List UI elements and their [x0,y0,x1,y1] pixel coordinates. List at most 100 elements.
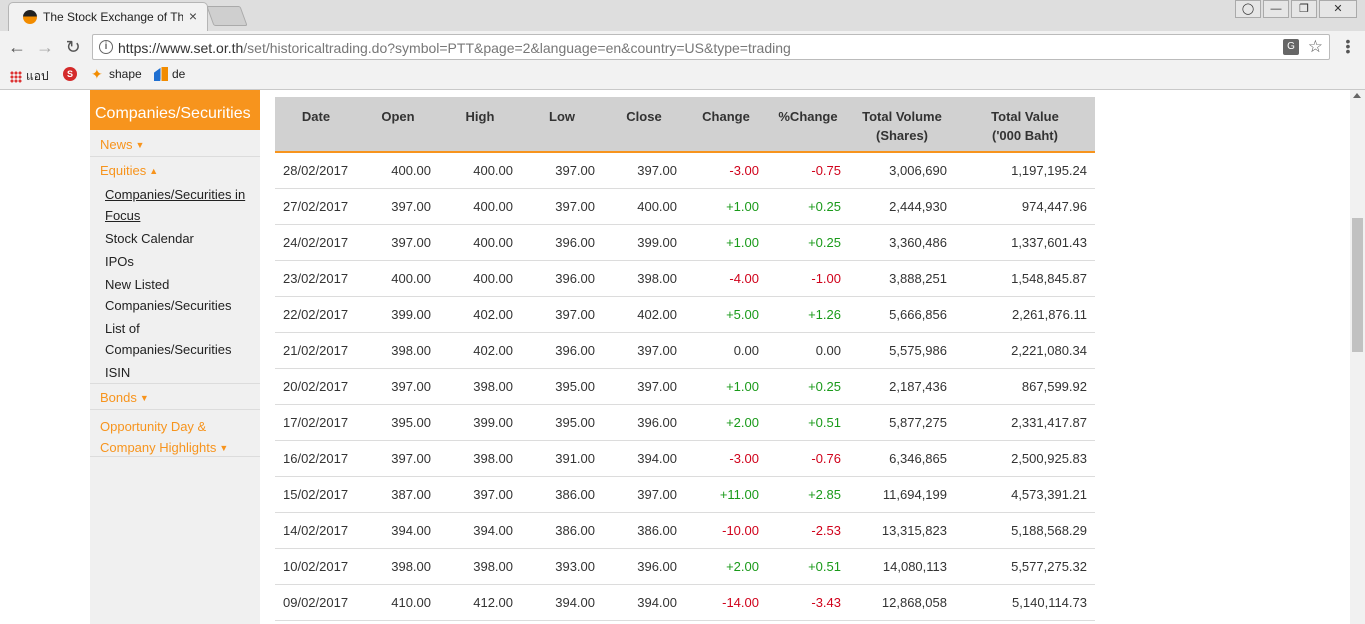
table-row: 23/02/2017 400.00 400.00 396.00 398.00 -4.00-… [275,260,1095,297]
cell-open: 410.00 [357,584,439,621]
cell-low: 397.00 [521,188,603,225]
bookmark-apps[interactable]: แอป [10,67,49,86]
translate-icon[interactable]: G [1283,39,1299,55]
header-value-line2: ('000 Baht) [992,128,1058,143]
back-arrow-icon[interactable]: ← [8,37,26,57]
close-window-icon[interactable]: ✕ [1319,0,1357,18]
restore-icon[interactable]: ❐ [1291,0,1317,18]
cell-date: 27/02/2017 [275,188,357,225]
apps-grid-icon [10,70,22,83]
bookmark-star-icon[interactable]: ☆ [1307,37,1323,56]
de-logo-icon [154,67,168,81]
cell-close: 397.00 [603,152,685,189]
cell-open: 400.00 [357,260,439,297]
browser-tab[interactable]: The Stock Exchange of Thai × [8,2,208,31]
cell-date: 15/02/2017 [275,476,357,513]
cell-total-value: 1,197,195.24 [955,152,1095,189]
chrome-menu-icon[interactable]: • • • [1345,33,1351,59]
divider [90,383,260,384]
s-logo-icon: S [63,67,77,81]
url-path: /set/historicaltrading.do?symbol=PTT&pag… [243,40,791,56]
bookmark-de[interactable]: de [154,67,185,81]
cell-pct-change: +0.25 [767,224,849,261]
cell-total-value: 1,548,845.87 [955,260,1095,297]
minimize-icon[interactable]: — [1263,0,1289,18]
cell-date: 14/02/2017 [275,512,357,549]
cell-high: 400.00 [439,260,521,297]
url-text[interactable]: https://www.set.or.th/set/historicaltrad… [118,40,791,56]
cell-low: 396.00 [521,260,603,297]
sidebar-header[interactable]: Companies/Securities [90,90,260,130]
info-icon[interactable]: i [99,40,113,54]
new-tab-button[interactable] [206,6,248,26]
scrollbar-thumb[interactable] [1352,218,1363,352]
cell-pct-change: -0.75 [767,152,849,189]
sidebar-sub-list-of-companies[interactable]: List of Companies/Securities [105,321,232,357]
cell-date: 10/02/2017 [275,548,357,585]
cell-total-volume: 3,360,486 [849,224,955,261]
tab-close-icon[interactable]: × [188,8,198,24]
cell-low: 396.00 [521,224,603,261]
cell-change: +2.00 [685,404,767,441]
header-value-line1: Total Value [991,109,1059,124]
bookmark-label: de [172,67,186,81]
divider [90,456,260,457]
cell-change: +11.00 [685,476,767,513]
cell-pct-change: +1.26 [767,296,849,333]
window-controls: ◯ — ❐ ✕ [1233,0,1357,18]
sidebar-sub-companies-in-focus[interactable]: Companies/Securities in Focus [105,187,246,223]
cell-change: +1.00 [685,224,767,261]
table-row: 22/02/2017 399.00 402.00 397.00 402.00 +5.00 +… [275,296,1095,333]
cell-high: 400.00 [439,152,521,189]
page-scrollbar[interactable] [1350,90,1365,624]
cell-high: 398.00 [439,368,521,405]
table-row: 09/02/2017 410.00 412.00 394.00 394.00 -14.00… [275,584,1095,621]
cell-close: 397.00 [603,476,685,513]
cell-pct-change: -3.43 [767,584,849,621]
cell-high: 412.00 [439,584,521,621]
cell-high: 394.00 [439,512,521,549]
cell-total-value: 5,188,568.29 [955,512,1095,549]
cell-total-volume: 5,877,275 [849,404,955,441]
cell-total-volume: 2,187,436 [849,368,955,405]
cell-open: 398.00 [357,548,439,585]
bookmark-s[interactable]: S [63,67,77,81]
header-date: Date [275,97,357,153]
tab-title: The Stock Exchange of Thai [43,10,183,24]
cell-total-volume: 3,888,251 [849,260,955,297]
forward-arrow-icon[interactable]: → [36,37,54,57]
header-low: Low [521,97,603,153]
profile-icon[interactable]: ◯ [1235,0,1261,18]
tab-strip: The Stock Exchange of Thai × ◯ — ❐ ✕ [0,0,1365,31]
sidebar-sub-new-listed[interactable]: New Listed Companies/Securities [105,277,232,313]
cell-date: 20/02/2017 [275,368,357,405]
bookmark-shape[interactable]: ✦ shape [91,67,142,81]
cell-total-value: 1,337,601.43 [955,224,1095,261]
cell-pct-change: +2.85 [767,476,849,513]
cell-total-value: 2,500,925.83 [955,440,1095,477]
table-row: 17/02/2017 395.00 399.00 395.00 396.00 +2.00 +… [275,404,1095,441]
sidebar-sub-stock-calendar[interactable]: Stock Calendar [105,231,194,246]
cell-high: 397.00 [439,476,521,513]
address-bar[interactable]: i https://www.set.or.th/set/historicaltr… [92,34,1330,60]
cell-low: 397.00 [521,296,603,333]
sidebar-item-opportunity-day[interactable]: Opportunity Day & Company Highlights ▼ [90,416,230,459]
reload-icon[interactable]: ↻ [65,37,81,57]
chevron-down-icon: ▼ [219,443,229,453]
cell-pct-change: -0.76 [767,440,849,477]
cell-open: 387.00 [357,476,439,513]
table-row: 21/02/2017 398.00 402.00 396.00 397.00 0.00 0.… [275,332,1095,369]
page-content: Companies/Securities News ▼ Equities ▲ Com… [0,90,1350,624]
sidebar-sub-isin[interactable]: ISIN [105,365,131,380]
sidebar-item-equities[interactable]: Equities ▲ [100,163,260,178]
cell-total-volume: 13,315,823 [849,512,955,549]
cell-date: 23/02/2017 [275,260,357,297]
cell-low: 391.00 [521,440,603,477]
cell-open: 397.00 [357,224,439,261]
set-favicon-icon [23,10,37,24]
sidebar-item-news[interactable]: News ▼ [100,137,260,152]
sidebar-item-bonds[interactable]: Bonds ▼ [100,390,260,405]
cell-total-value: 4,573,391.21 [955,476,1095,513]
sidebar-sub-ipos[interactable]: IPOs [105,254,134,269]
scroll-up-arrow-icon[interactable] [1353,93,1361,98]
